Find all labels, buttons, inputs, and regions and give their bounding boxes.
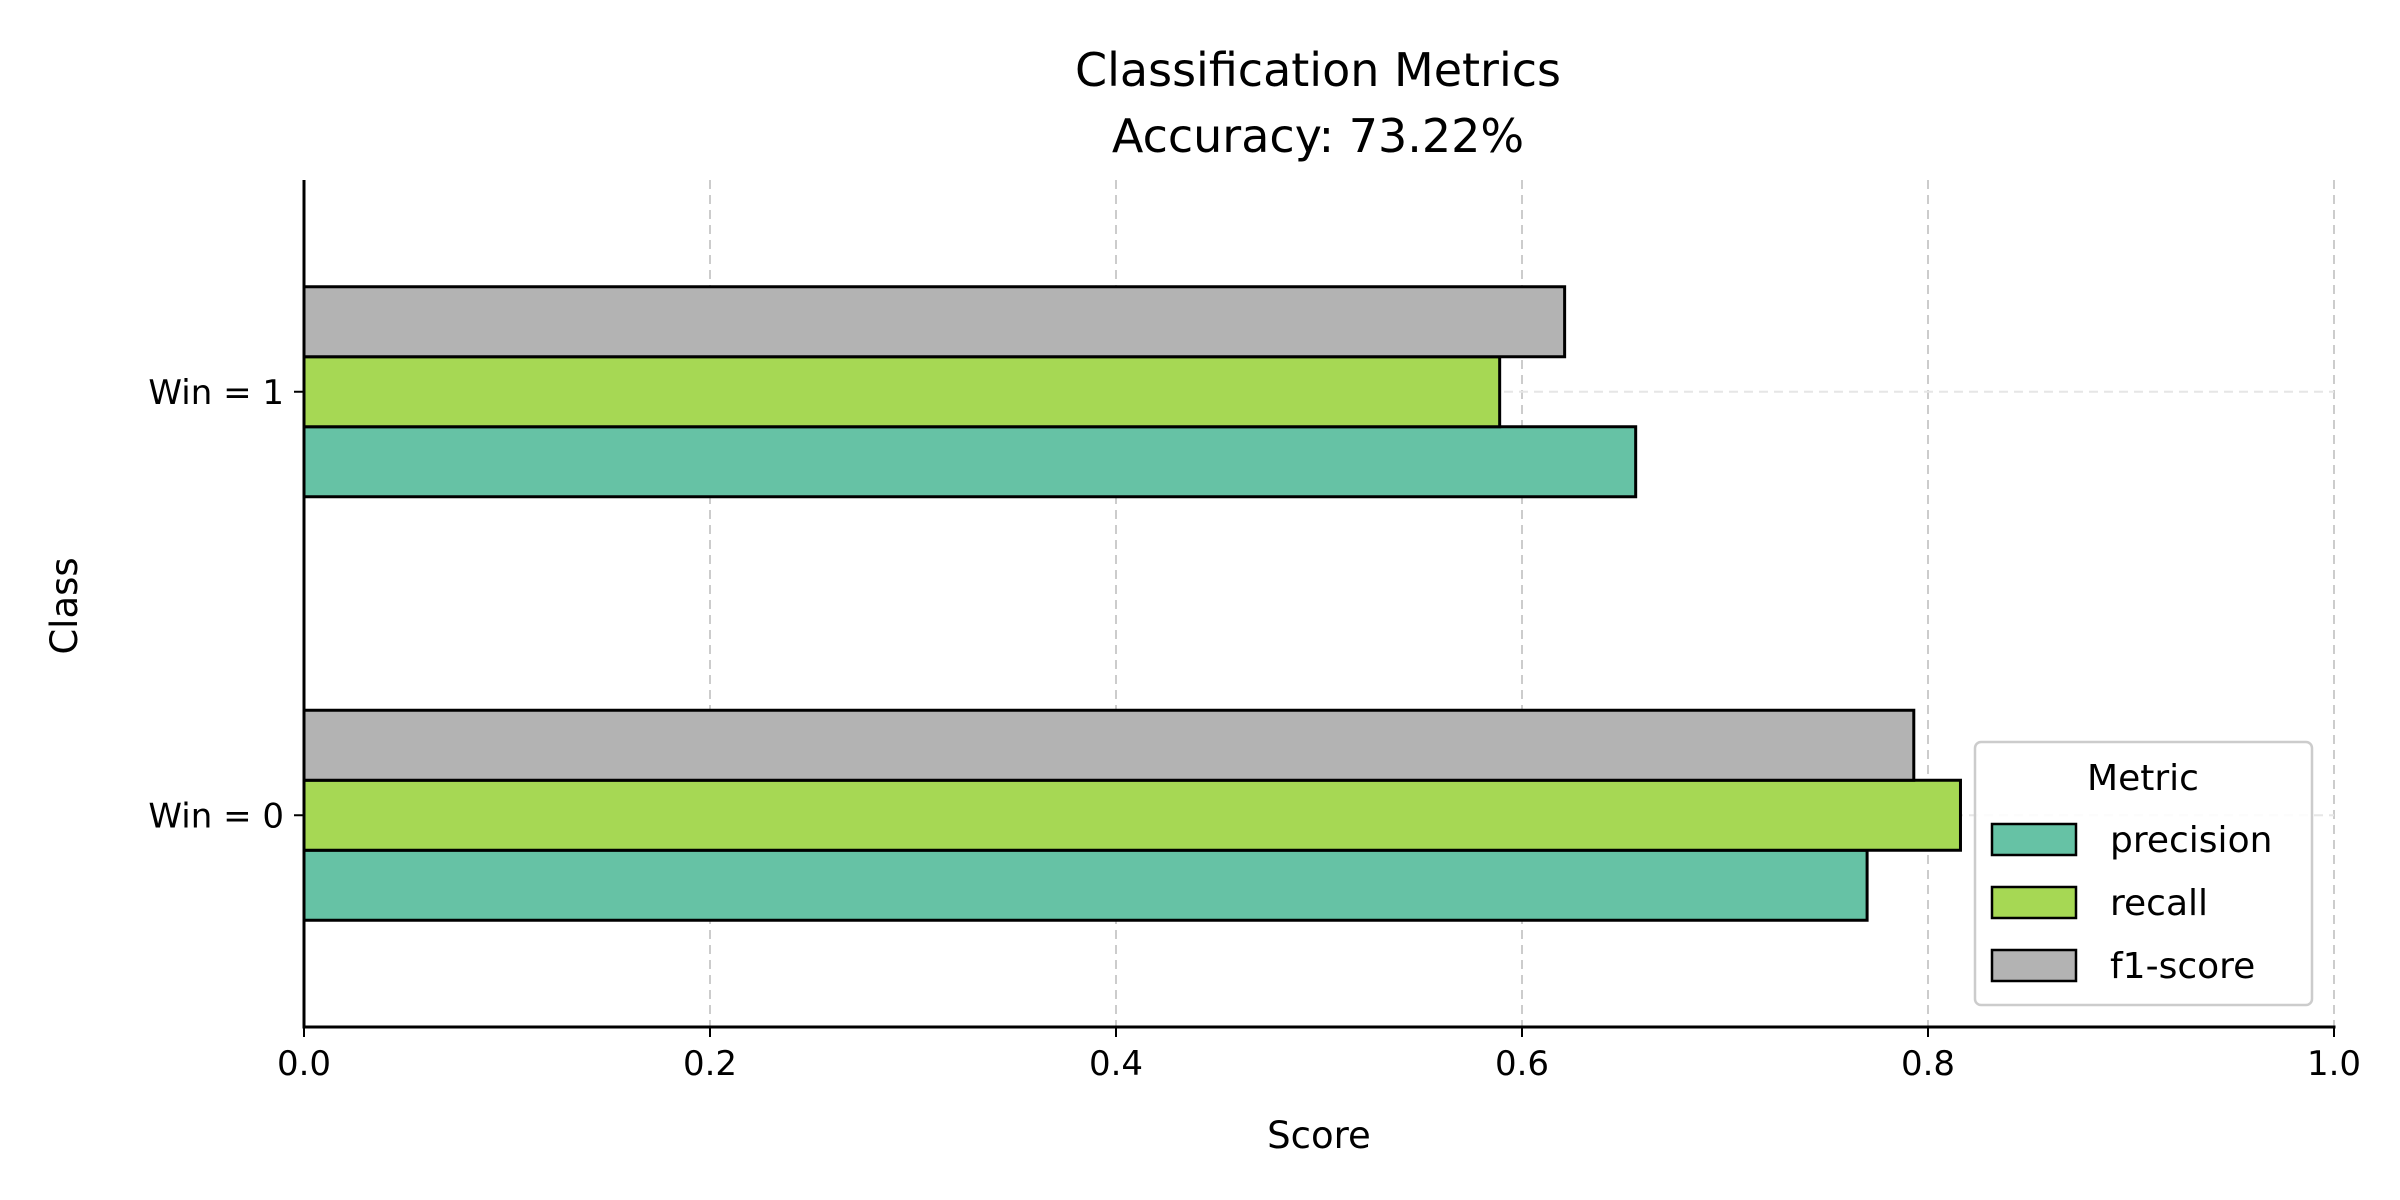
- legend-label-f1-score: f1-score: [2110, 946, 2255, 987]
- legend-items: precision recall f1-score: [1990, 820, 2272, 987]
- chart-subtitle: Accuracy: 73.22%: [1112, 109, 1524, 163]
- legend-swatch-precision: [1990, 822, 2078, 857]
- y-tick-label: Win = 1: [148, 373, 284, 413]
- bar-f1-score-1: [302, 285, 1567, 359]
- bar-recall-1: [302, 355, 1502, 429]
- x-tick-label: 1.0: [2307, 1044, 2361, 1084]
- x-tick-label: 0.2: [683, 1044, 737, 1084]
- x-axis-label: Score: [1267, 1114, 1371, 1157]
- x-tick-label: 0.4: [1089, 1044, 1143, 1084]
- legend: Metric precision recall f1-score: [1973, 740, 2314, 1007]
- axes: [302, 180, 2336, 1029]
- legend-frame: [1973, 740, 2314, 1007]
- y-tick-label: Win = 0: [148, 796, 284, 836]
- legend-swatch-recall: [1990, 885, 2078, 920]
- legend-label-precision: precision: [2110, 820, 2272, 861]
- legend-swatch-f1-score: [1990, 948, 2078, 983]
- bar-f1-score-0: [302, 708, 1916, 782]
- bars: [302, 285, 1962, 922]
- y-axis-label: Class: [43, 557, 86, 654]
- x-tick-label: 0.6: [1495, 1044, 1549, 1084]
- x-tick-label: 0.8: [1901, 1044, 1955, 1084]
- legend-title: Metric: [2087, 758, 2199, 799]
- legend-label-recall: recall: [2110, 883, 2208, 924]
- chart-title: Classification Metrics: [1075, 43, 1561, 97]
- ticks: 0.0 0.2 0.4 0.6 0.8 1.0 Win = 0 Win = 1: [148, 373, 2361, 1084]
- bar-recall-0: [302, 778, 1962, 852]
- bar-precision-1: [302, 425, 1638, 499]
- bar-precision-0: [302, 848, 1869, 922]
- x-tick-label: 0.0: [277, 1044, 331, 1084]
